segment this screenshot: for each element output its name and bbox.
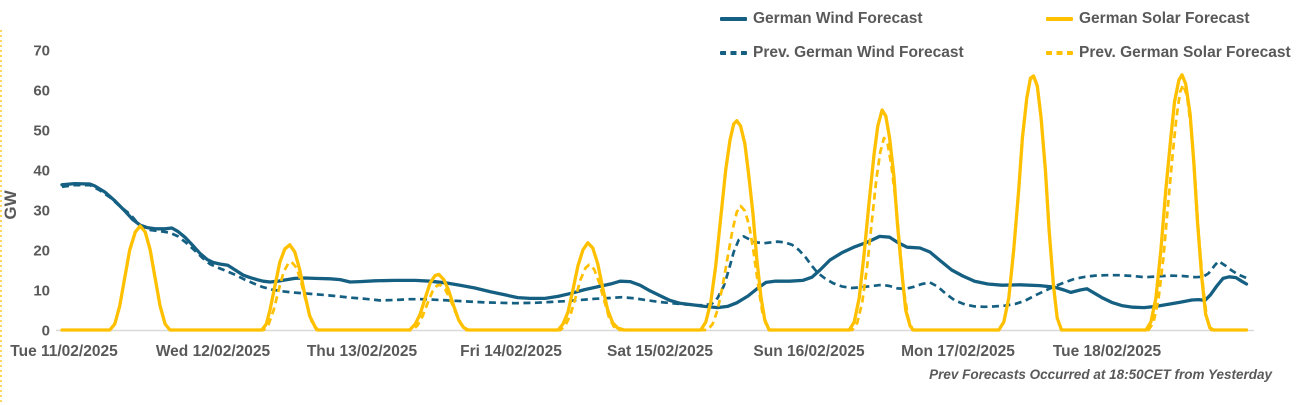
solar-solid-line-swatch bbox=[1046, 17, 1073, 21]
series-german-wind-forecast bbox=[60, 181, 1249, 310]
legend-label: Prev. German Wind Forecast bbox=[753, 44, 964, 61]
x-axis-day-label: Mon 17/02/2025 bbox=[901, 343, 1015, 360]
y-tick-label: 60 bbox=[33, 83, 50, 100]
y-tick-label: 40 bbox=[33, 163, 50, 180]
prev-forecast-footnote: Prev Forecasts Occurred at 18:50CET from… bbox=[929, 367, 1272, 382]
legend-label: German Wind Forecast bbox=[753, 10, 923, 27]
y-tick-label: 0 bbox=[42, 323, 50, 340]
x-axis-day-label: Wed 12/02/2025 bbox=[156, 343, 271, 360]
wind-solid-line-swatch bbox=[720, 17, 747, 21]
series-german-solar-forecast bbox=[60, 73, 1249, 332]
x-axis-day-label: Tue 11/02/2025 bbox=[10, 343, 118, 360]
legend-label: German Solar Forecast bbox=[1079, 10, 1250, 27]
legend-item-wind-forecast: German Wind Forecast bbox=[720, 10, 923, 28]
series-prev-german-wind-forecast bbox=[61, 183, 1248, 309]
legend-label: Prev. German Solar Forecast bbox=[1079, 44, 1291, 61]
x-axis-day-label: Fri 14/02/2025 bbox=[460, 343, 562, 360]
x-axis-day-label: Thu 13/02/2025 bbox=[307, 343, 418, 360]
y-tick-label: 50 bbox=[33, 123, 50, 140]
x-axis-day-label: Sun 16/02/2025 bbox=[753, 343, 865, 360]
y-tick-label: 70 bbox=[33, 43, 50, 60]
chart-legend: German Wind Forecast German Solar Foreca… bbox=[0, 0, 1307, 70]
x-axis-day-label: Tue 18/02/2025 bbox=[1053, 343, 1162, 360]
legend-item-prev-solar-forecast: Prev. German Solar Forecast bbox=[1046, 44, 1291, 62]
solar-dashed-line-swatch bbox=[1046, 51, 1073, 55]
y-tick-label: 10 bbox=[33, 283, 50, 300]
y-tick-label: 30 bbox=[33, 203, 50, 220]
legend-item-prev-wind-forecast: Prev. German Wind Forecast bbox=[720, 44, 964, 62]
wind-dashed-line-swatch bbox=[720, 51, 747, 55]
y-axis-title: GW bbox=[1, 189, 20, 219]
y-tick-label: 20 bbox=[33, 243, 50, 260]
legend-item-solar-forecast: German Solar Forecast bbox=[1046, 10, 1250, 28]
x-axis-day-label: Sat 15/02/2025 bbox=[607, 343, 713, 360]
